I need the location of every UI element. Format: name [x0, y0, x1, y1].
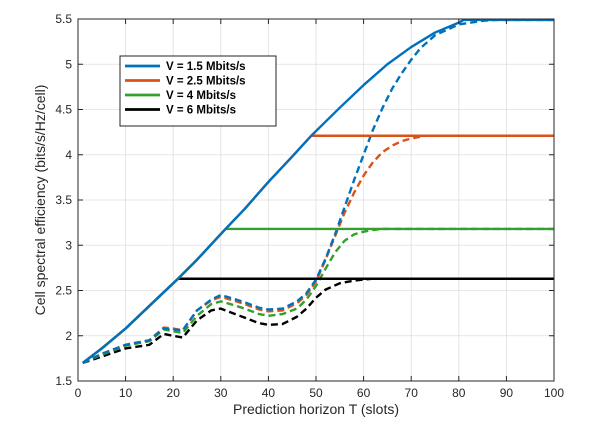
- y-tick-label: 1.5: [55, 374, 72, 388]
- y-tick-label: 4: [65, 148, 72, 162]
- y-tick-label: 2.5: [55, 284, 72, 298]
- legend-label: V = 4 Mbits/s: [166, 90, 236, 102]
- x-tick-label: 100: [544, 386, 564, 400]
- x-tick-label: 30: [214, 386, 228, 400]
- series-layer: [82, 18, 554, 365]
- legend-box: [119, 55, 277, 127]
- x-axis-title: Prediction horizon T (slots): [233, 401, 399, 417]
- x-tick-label: 20: [167, 386, 181, 400]
- y-tick-label: 3.5: [55, 193, 72, 207]
- y-tick-label: 5: [65, 57, 72, 71]
- axis-ticks: 0 10 20 30 40 50 60 70 80 90 100 1.5 2 2.5 3 3.5 4 4.5 5 5.…: [55, 12, 564, 400]
- x-tick-label: 70: [405, 386, 419, 400]
- x-tick-label: 0: [75, 386, 82, 400]
- x-tick-label: 10: [119, 386, 133, 400]
- y-axis-title: Cell spectral efficiency (bits/s/Hz/cell…: [32, 85, 48, 316]
- y-tick-label: 2: [65, 329, 72, 343]
- legend-label: V = 1.5 Mbits/s: [166, 61, 246, 73]
- y-tick-label: 4.5: [55, 103, 72, 117]
- y-tick-label: 3: [65, 238, 72, 252]
- x-tick-label: 40: [262, 386, 276, 400]
- x-tick-label: 50: [309, 386, 323, 400]
- x-tick-label: 90: [500, 386, 514, 400]
- x-tick-label: 80: [452, 386, 466, 400]
- legend-label: V = 2.5 Mbits/s: [166, 76, 246, 88]
- legend-label: V = 6 Mbits/s: [166, 105, 236, 117]
- y-tick-label: 5.5: [55, 12, 72, 26]
- x-tick-label: 60: [357, 386, 371, 400]
- series-solid-line-1: [82, 18, 554, 364]
- legend: V = 1.5 Mbits/s V = 2.5 Mbits/s V = 4 Mbit…: [119, 55, 277, 127]
